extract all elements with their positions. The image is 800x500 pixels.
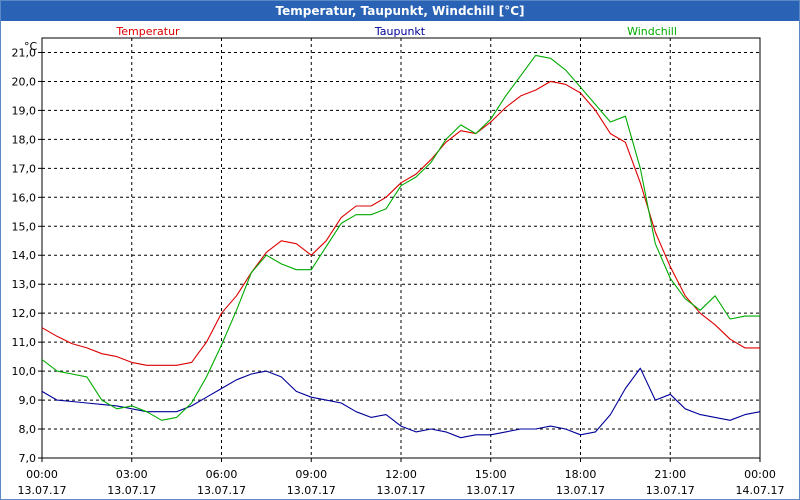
x-tick-time: 15:00 bbox=[475, 468, 507, 481]
x-tick-date: 13.07.17 bbox=[466, 484, 515, 497]
series-line-temperatur bbox=[41, 80, 760, 366]
x-tick-date: 13.07.17 bbox=[18, 484, 67, 497]
x-tick-date: 13.07.17 bbox=[556, 484, 605, 497]
y-tick-label: 12,0 bbox=[12, 307, 37, 320]
legend-taupunkt: Taupunkt bbox=[374, 25, 426, 38]
x-tick-time: 00:00 bbox=[26, 468, 58, 481]
y-tick-label: 10,0 bbox=[12, 365, 37, 378]
y-tick-label: 19,0 bbox=[12, 104, 37, 117]
legend-temperatur: Temperatur bbox=[115, 25, 180, 38]
x-tick-date: 13.07.17 bbox=[377, 484, 426, 497]
y-tick-label: 15,0 bbox=[12, 220, 37, 233]
x-tick-date: 13.07.17 bbox=[646, 484, 695, 497]
y-tick-label: 20,0 bbox=[12, 75, 37, 88]
y-tick-label: 17,0 bbox=[12, 162, 37, 175]
y-tick-label: 11,0 bbox=[12, 336, 37, 349]
y-tick-label: 14,0 bbox=[12, 249, 37, 262]
x-tick-date: 13.07.17 bbox=[107, 484, 156, 497]
x-tick-time: 21:00 bbox=[654, 468, 686, 481]
x-tick-date: 13.07.17 bbox=[197, 484, 246, 497]
y-tick-label: 7,0 bbox=[19, 452, 37, 465]
series-line-taupunkt bbox=[41, 367, 761, 439]
x-tick-time: 00:00 bbox=[744, 468, 776, 481]
y-tick-label: 13,0 bbox=[12, 278, 37, 291]
chart-title: Temperatur, Taupunkt, Windchill [°C] bbox=[1, 1, 799, 21]
x-tick-time: 03:00 bbox=[116, 468, 148, 481]
x-tick-time: 06:00 bbox=[206, 468, 238, 481]
x-tick-time: 18:00 bbox=[565, 468, 597, 481]
y-tick-label: 16,0 bbox=[12, 191, 37, 204]
y-tick-label: 8,0 bbox=[19, 423, 37, 436]
y-tick-label: 21,0 bbox=[12, 46, 37, 59]
series-line-windchill bbox=[41, 54, 760, 421]
x-tick-time: 12:00 bbox=[385, 468, 417, 481]
y-axis-unit: °C bbox=[24, 40, 38, 53]
x-tick-date: 13.07.17 bbox=[287, 484, 336, 497]
y-tick-label: 9,0 bbox=[19, 394, 37, 407]
x-tick-time: 09:00 bbox=[295, 468, 327, 481]
legend-windchill: Windchill bbox=[627, 25, 677, 38]
x-tick-date: 14.07.17 bbox=[736, 484, 785, 497]
y-tick-label: 18,0 bbox=[12, 133, 37, 146]
